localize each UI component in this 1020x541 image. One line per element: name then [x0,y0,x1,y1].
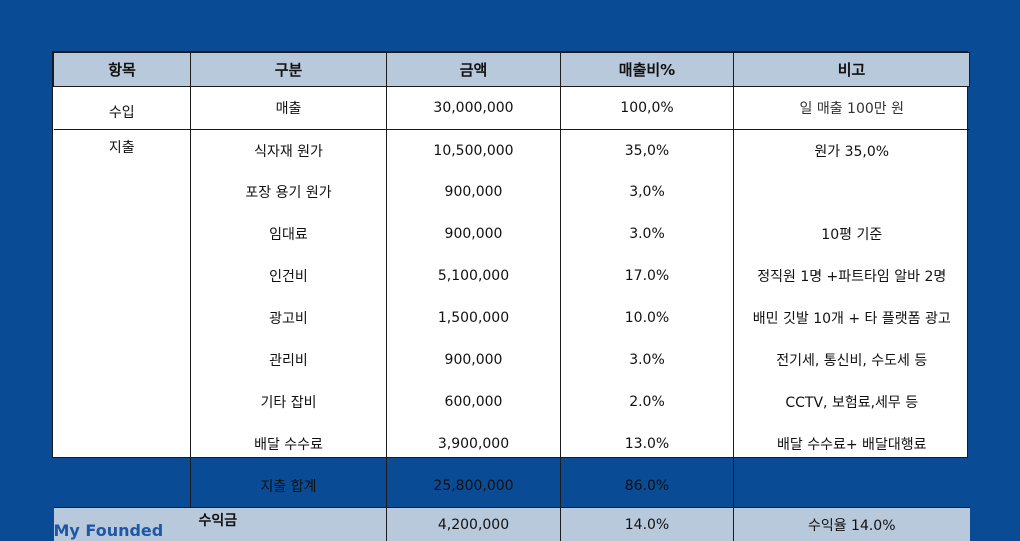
expense-total-ratio: 86.0% [561,465,734,508]
expense-ratio: 3,0% [561,171,734,213]
header-category: 항목 [54,53,191,87]
expense-note: 배민 깃발 10개 + 타 플랫폼 광고 [734,297,970,339]
table-row: 지출 식자재 원가 10,500,000 35,0% 원가 35,0% [54,130,970,172]
income-note: 일 매출 100만 원 [734,87,970,130]
header-amount: 금액 [387,53,561,87]
profit-loss-table-card: 항목 구분 금액 매출비% 비고 수입 매출 30,000,000 100,0%… [52,51,968,458]
table-row: 인건비 5,100,000 17.0% 정직원 1명 +파트타임 알바 2명 [54,255,970,297]
expense-total-item: 지출 합계 [191,465,387,508]
expense-amount: 600,000 [387,381,561,423]
expense-amount: 5,100,000 [387,255,561,297]
table-row: 기타 잡비 600,000 2.0% CCTV, 보험료,세무 등 [54,381,970,423]
expense-category: 지출 [54,130,191,172]
table-row: 광고비 1,500,000 10.0% 배민 깃발 10개 + 타 플랫폼 광고 [54,297,970,339]
income-amount: 30,000,000 [387,87,561,130]
table-row: 임대료 900,000 3.0% 10평 기준 [54,213,970,255]
expense-item: 식자재 원가 [191,130,387,172]
income-item: 매출 [191,87,387,130]
expense-amount: 900,000 [387,339,561,381]
profit-loss-table: 항목 구분 금액 매출비% 비고 수입 매출 30,000,000 100,0%… [53,52,970,541]
income-row: 수입 매출 30,000,000 100,0% 일 매출 100만 원 [54,87,970,130]
profit-note: 수익율 14.0% [734,508,970,541]
expense-item: 광고비 [191,297,387,339]
profit-ratio: 14.0% [561,508,734,541]
expense-amount: 900,000 [387,171,561,213]
expense-amount: 1,500,000 [387,297,561,339]
expense-item: 기타 잡비 [191,381,387,423]
expense-note: 전기세, 통신비, 수도세 등 [734,339,970,381]
table-row: 관리비 900,000 3.0% 전기세, 통신비, 수도세 등 [54,339,970,381]
expense-note: 배달 수수료+ 배달대행료 [734,423,970,465]
expense-amount: 900,000 [387,213,561,255]
brand-cell: My Founded [54,508,191,541]
table-row: 배달 수수료 3,900,000 13.0% 배달 수수료+ 배달대행료 [54,423,970,465]
expense-item: 임대료 [191,213,387,255]
expense-note: 정직원 1명 +파트타임 알바 2명 [734,255,970,297]
expense-note: 10평 기준 [734,213,970,255]
expense-ratio: 10.0% [561,297,734,339]
expense-ratio: 2.0% [561,381,734,423]
income-ratio: 100,0% [561,87,734,130]
expense-total-amount: 25,800,000 [387,465,561,508]
expense-ratio: 17.0% [561,255,734,297]
expense-amount: 10,500,000 [387,130,561,172]
profit-label: 수익금 [191,508,387,541]
brand-watermark: My Founded [54,521,164,540]
expense-item: 포장 용기 원가 [191,171,387,213]
expense-ratio: 35,0% [561,130,734,172]
expense-note: CCTV, 보험료,세무 등 [734,381,970,423]
table-row: 지출 합계 25,800,000 86.0% [54,465,970,508]
expense-item: 배달 수수료 [191,423,387,465]
expense-ratio: 13.0% [561,423,734,465]
expense-amount: 3,900,000 [387,423,561,465]
header-item: 구분 [191,53,387,87]
table-header-row: 항목 구분 금액 매출비% 비고 [54,53,970,87]
profit-row: My Founded 수익금 4,200,000 14.0% 수익율 14.0% [54,508,970,541]
expense-ratio: 3.0% [561,339,734,381]
expense-total-note [734,465,970,508]
expense-ratio: 3.0% [561,213,734,255]
table-row: 포장 용기 원가 900,000 3,0% [54,171,970,213]
expense-item: 관리비 [191,339,387,381]
header-ratio: 매출비% [561,53,734,87]
profit-amount: 4,200,000 [387,508,561,541]
header-note: 비고 [734,53,970,87]
expense-item: 인건비 [191,255,387,297]
expense-note: 원가 35,0% [734,130,970,172]
income-category: 수입 [54,87,191,130]
expense-note [734,171,970,213]
